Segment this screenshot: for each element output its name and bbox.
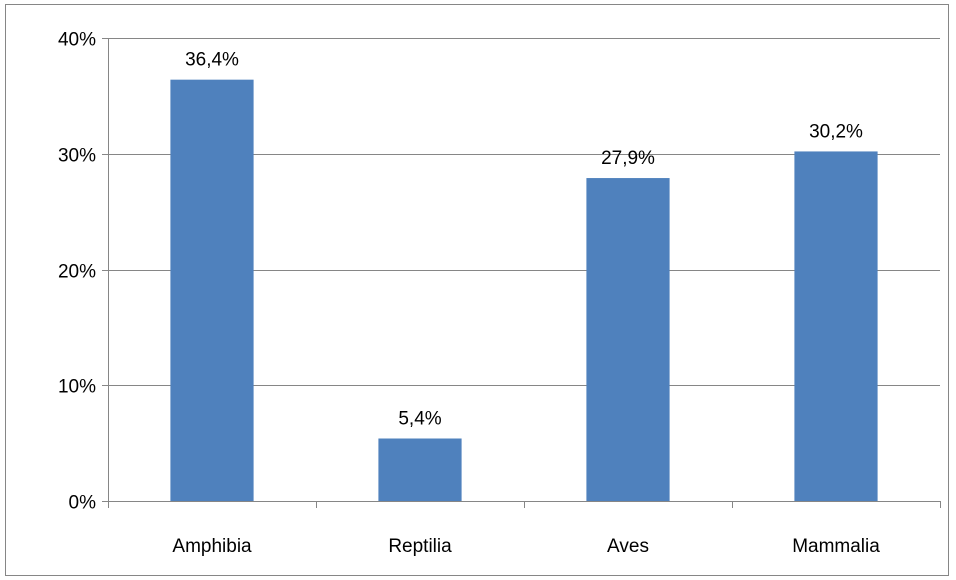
x-tick-label: Aves xyxy=(607,536,649,557)
x-tick-label: Reptilia xyxy=(388,536,452,557)
data-label-amphibia: 36,4% xyxy=(185,50,239,71)
bar-aves xyxy=(586,178,670,501)
bar-mammalia xyxy=(794,151,878,501)
y-tick-label: 40% xyxy=(58,30,96,51)
y-tick-labels: 0% 10% 20% 30% 40% xyxy=(58,30,96,514)
data-label-mammalia: 30,2% xyxy=(809,121,863,142)
x-tick-label: Mammalia xyxy=(792,536,880,557)
data-label-aves: 27,9% xyxy=(601,148,655,169)
x-tick-label: Amphibia xyxy=(172,536,252,557)
y-tick-label: 20% xyxy=(58,262,96,283)
data-label-reptilia: 5,4% xyxy=(398,408,441,429)
y-tick-label: 30% xyxy=(58,146,96,167)
axes xyxy=(102,38,941,508)
bar-reptilia xyxy=(378,438,462,501)
bars xyxy=(170,79,878,502)
bar-amphibia xyxy=(170,79,254,502)
x-tick-labels: Amphibia Reptilia Aves Mammalia xyxy=(172,536,880,557)
y-tick-label: 0% xyxy=(69,493,97,514)
y-tick-label: 10% xyxy=(58,377,96,398)
chart-frame xyxy=(5,4,949,576)
data-labels: 36,4% 5,4% 27,9% 30,2% xyxy=(185,50,863,430)
